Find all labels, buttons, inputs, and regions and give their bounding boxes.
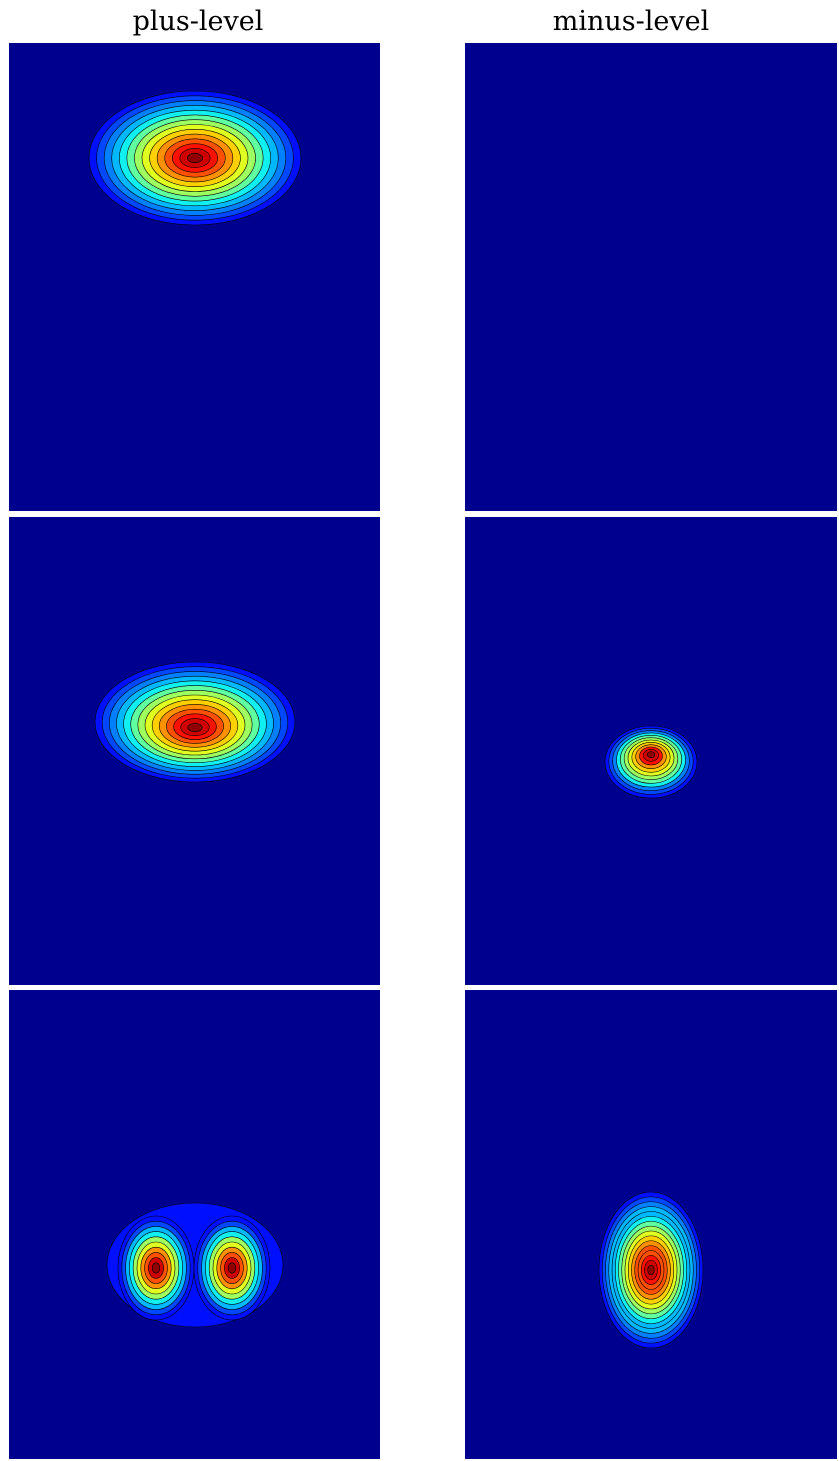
panel <box>465 43 837 511</box>
contour <box>187 722 203 733</box>
contour <box>646 751 656 758</box>
contour <box>187 152 203 164</box>
contour <box>647 1264 655 1276</box>
column-title: minus-level <box>553 6 709 37</box>
contour <box>151 1262 161 1274</box>
column-title: plus-level <box>133 6 264 37</box>
contour <box>227 1262 237 1274</box>
